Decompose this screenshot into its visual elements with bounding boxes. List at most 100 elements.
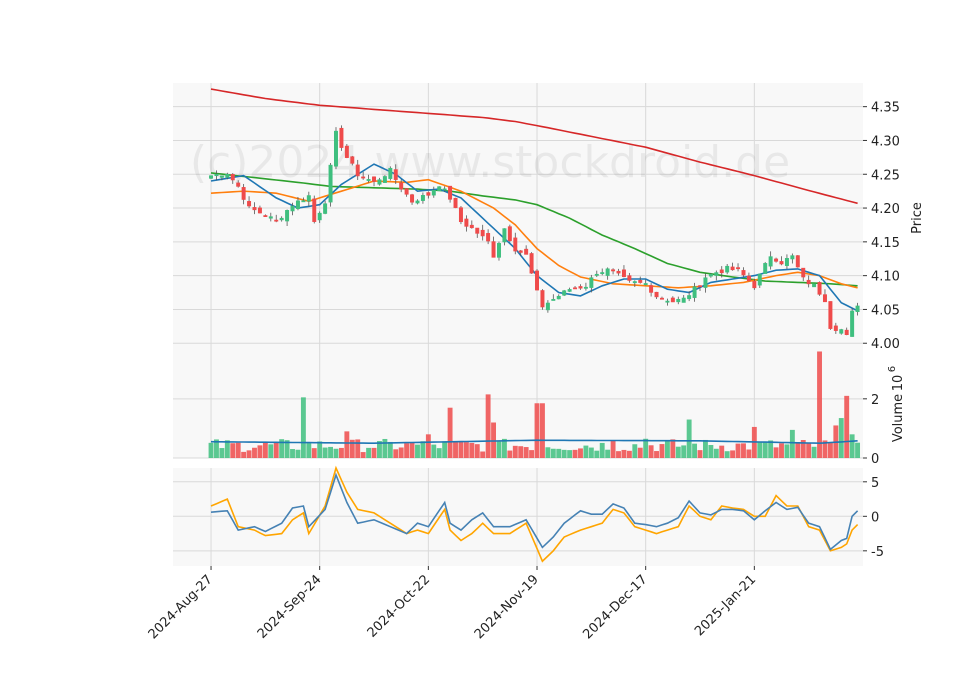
price-tick-label: 4.00 (871, 337, 900, 352)
volume-bar (425, 434, 431, 458)
volume-bars (208, 351, 861, 458)
candle-body (241, 187, 246, 200)
volume-bar (588, 447, 594, 458)
candle-body (350, 156, 355, 164)
volume-bar (284, 440, 290, 458)
volume-bar (746, 449, 752, 458)
volume-bar (214, 439, 219, 458)
volume-bar (235, 442, 241, 458)
candle-body (306, 195, 311, 202)
candle-body (583, 286, 588, 289)
volume-bar (822, 440, 828, 458)
volume-tick-label: 2 (871, 393, 879, 408)
volume-bar (436, 448, 442, 458)
candle-body (752, 281, 757, 289)
candle-body (687, 295, 692, 300)
price-tick-label: 4.20 (871, 202, 900, 217)
candle-body (279, 217, 284, 221)
volume-bar (518, 446, 524, 458)
volume-bar (512, 445, 518, 458)
volume-bar (675, 446, 681, 458)
candle-body (448, 185, 453, 200)
volume-bar (741, 443, 746, 458)
volume-bar (328, 446, 334, 458)
candle-body (295, 200, 300, 210)
volume-bar (273, 441, 279, 458)
candle-body (404, 188, 409, 195)
x-tick-label: 2024-Sep-24 (255, 572, 325, 642)
volume-bar (757, 441, 763, 458)
candle-body (763, 263, 768, 274)
volume-bar (578, 448, 583, 458)
volume-bar (789, 429, 795, 458)
volume-bar (257, 445, 263, 458)
volume-bar (501, 438, 507, 458)
volume-bar (567, 450, 573, 458)
volume-bar (442, 441, 448, 458)
volume-bar (507, 450, 513, 458)
volume-bar (605, 449, 611, 458)
volume-bar (322, 447, 328, 458)
candle-body (806, 279, 811, 285)
candle-body (790, 255, 795, 260)
volume-bar (219, 448, 225, 458)
volume-bar (469, 442, 475, 458)
volume-bar (246, 450, 252, 458)
candle-body (616, 270, 621, 274)
candle-body (317, 212, 322, 221)
volume-bar (393, 449, 399, 458)
volume-bar (806, 442, 812, 458)
volume-bar (447, 407, 453, 458)
volume-bar (295, 449, 301, 458)
volume-bar (230, 443, 236, 458)
candle-body (730, 266, 735, 271)
volume-bar (713, 448, 719, 458)
candle-body (225, 173, 230, 178)
candle-body (355, 164, 360, 177)
candle-body (774, 258, 779, 262)
volume-bar (730, 450, 736, 458)
candle-body (638, 280, 643, 283)
oscillator-tick-label: 0 (871, 510, 879, 525)
volume-bar (735, 443, 741, 458)
candle-body (801, 267, 806, 278)
volume-bar (686, 419, 692, 458)
candle-body (812, 283, 817, 288)
price-tick-label: 4.05 (871, 303, 900, 318)
candle-body (524, 248, 529, 255)
candle-body (285, 210, 290, 222)
volume-bar (844, 395, 850, 458)
candle-body (545, 302, 550, 311)
volume-bar (224, 440, 230, 458)
candle-body (562, 290, 567, 296)
candle-body (431, 189, 436, 196)
sma-mid-line (210, 178, 858, 289)
oscillator-lines (210, 465, 859, 563)
candle-body (741, 270, 746, 276)
candle-body (632, 281, 637, 284)
volume-bar (349, 439, 355, 458)
candle-body (486, 233, 491, 242)
candle-body (529, 253, 534, 274)
candle-body (659, 297, 664, 300)
volume-bar (827, 442, 833, 458)
volume-bar (610, 440, 616, 458)
candle-body (344, 145, 349, 158)
candle-body (746, 275, 751, 282)
candle-body (844, 329, 849, 335)
candle-body (312, 198, 317, 222)
volume-bar (556, 448, 562, 458)
volume-bar (355, 439, 361, 458)
candle-body (442, 188, 447, 191)
candle-body (594, 273, 599, 276)
candle-body (214, 174, 219, 176)
volume-bar (485, 394, 491, 458)
volume-bar (420, 441, 426, 458)
price-tick-label: 4.15 (871, 236, 900, 251)
volume-bar (692, 443, 698, 458)
volume-bar (817, 351, 822, 458)
volume-bar (583, 445, 589, 458)
volume-bar (474, 444, 480, 458)
sma-200-line (210, 88, 858, 205)
